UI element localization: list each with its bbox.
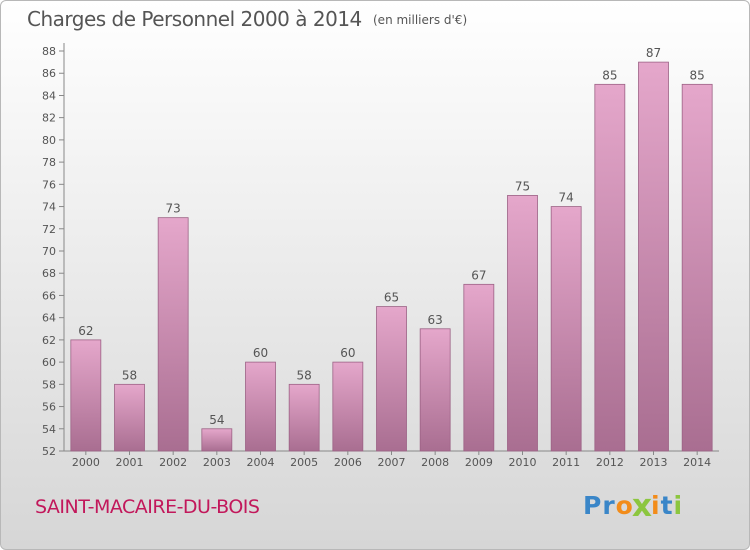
x-tick-label: 2006 [334, 456, 362, 469]
bar [245, 361, 276, 452]
bar [594, 83, 626, 452]
bar [201, 428, 233, 452]
chart-unit: (en milliers d'€) [373, 13, 468, 27]
y-tick-label: 52 [42, 445, 56, 458]
logo-letter: i [673, 491, 684, 520]
bar [332, 361, 364, 452]
commune-name: SAINT-MACAIRE-DU-BOIS [35, 496, 260, 518]
logo-letter: t [660, 491, 674, 520]
data-label: 74 [559, 191, 574, 205]
x-tick-label: 2002 [159, 456, 187, 469]
data-label: 75 [515, 179, 530, 193]
bar [681, 83, 713, 452]
logo-letter: i [651, 491, 661, 520]
y-tick-label: 78 [42, 156, 56, 169]
data-label: 87 [646, 46, 661, 60]
data-label: 63 [428, 313, 443, 327]
y-tick-label: 86 [42, 67, 56, 80]
data-label: 65 [384, 291, 399, 305]
y-tick-label: 82 [42, 112, 56, 125]
bar [463, 283, 495, 452]
x-tick-label: 2000 [72, 456, 100, 469]
proxiti-logo[interactable]: Proxiti [583, 487, 684, 523]
bar [288, 383, 320, 452]
bar [376, 306, 407, 452]
y-tick-label: 70 [42, 245, 56, 258]
x-tick-label: 2001 [116, 456, 144, 469]
data-label: 85 [690, 68, 705, 82]
y-tick-label: 58 [42, 378, 56, 391]
y-tick-label: 54 [42, 423, 56, 436]
bar [550, 206, 582, 452]
y-tick-label: 80 [42, 134, 56, 147]
y-tick-label: 74 [42, 201, 56, 214]
bar [638, 61, 669, 452]
x-tick-label: 2009 [465, 456, 493, 469]
data-label: 73 [166, 202, 181, 216]
y-tick-label: 60 [42, 356, 56, 369]
x-tick-label: 2014 [683, 456, 711, 469]
bar [507, 195, 538, 452]
y-tick-label: 64 [42, 312, 56, 325]
y-tick-label: 62 [42, 334, 56, 347]
x-tick-label: 2012 [596, 456, 624, 469]
data-label: 60 [253, 346, 268, 360]
bar [419, 328, 451, 452]
logo-letter: x [631, 487, 654, 524]
bar [114, 383, 145, 452]
data-label: 58 [122, 368, 137, 382]
bar [157, 217, 189, 452]
x-tick-label: 2010 [509, 456, 537, 469]
data-label: 58 [297, 368, 312, 382]
y-tick-label: 76 [42, 178, 56, 191]
x-tick-label: 2013 [640, 456, 668, 469]
x-tick-label: 2005 [290, 456, 318, 469]
data-label: 85 [602, 68, 617, 82]
y-tick-label: 72 [42, 223, 56, 236]
y-tick-label: 68 [42, 267, 56, 280]
logo-letter: r [602, 491, 616, 520]
x-tick-label: 2011 [552, 456, 580, 469]
x-tick-label: 2003 [203, 456, 231, 469]
bar [70, 339, 102, 452]
logo-letter: P [583, 491, 603, 520]
data-label: 62 [78, 324, 93, 338]
data-label: 67 [471, 268, 486, 282]
y-tick-label: 56 [42, 401, 56, 414]
chart-title: Charges de Personnel 2000 à 2014 [27, 7, 362, 31]
data-label: 60 [340, 346, 355, 360]
logo-letter: o [615, 491, 634, 520]
data-label: 54 [209, 413, 224, 427]
x-tick-label: 2004 [247, 456, 275, 469]
x-tick-label: 2008 [421, 456, 449, 469]
y-tick-label: 88 [42, 45, 56, 58]
y-tick-label: 66 [42, 289, 56, 302]
x-tick-label: 2007 [378, 456, 406, 469]
y-tick-label: 84 [42, 89, 56, 102]
